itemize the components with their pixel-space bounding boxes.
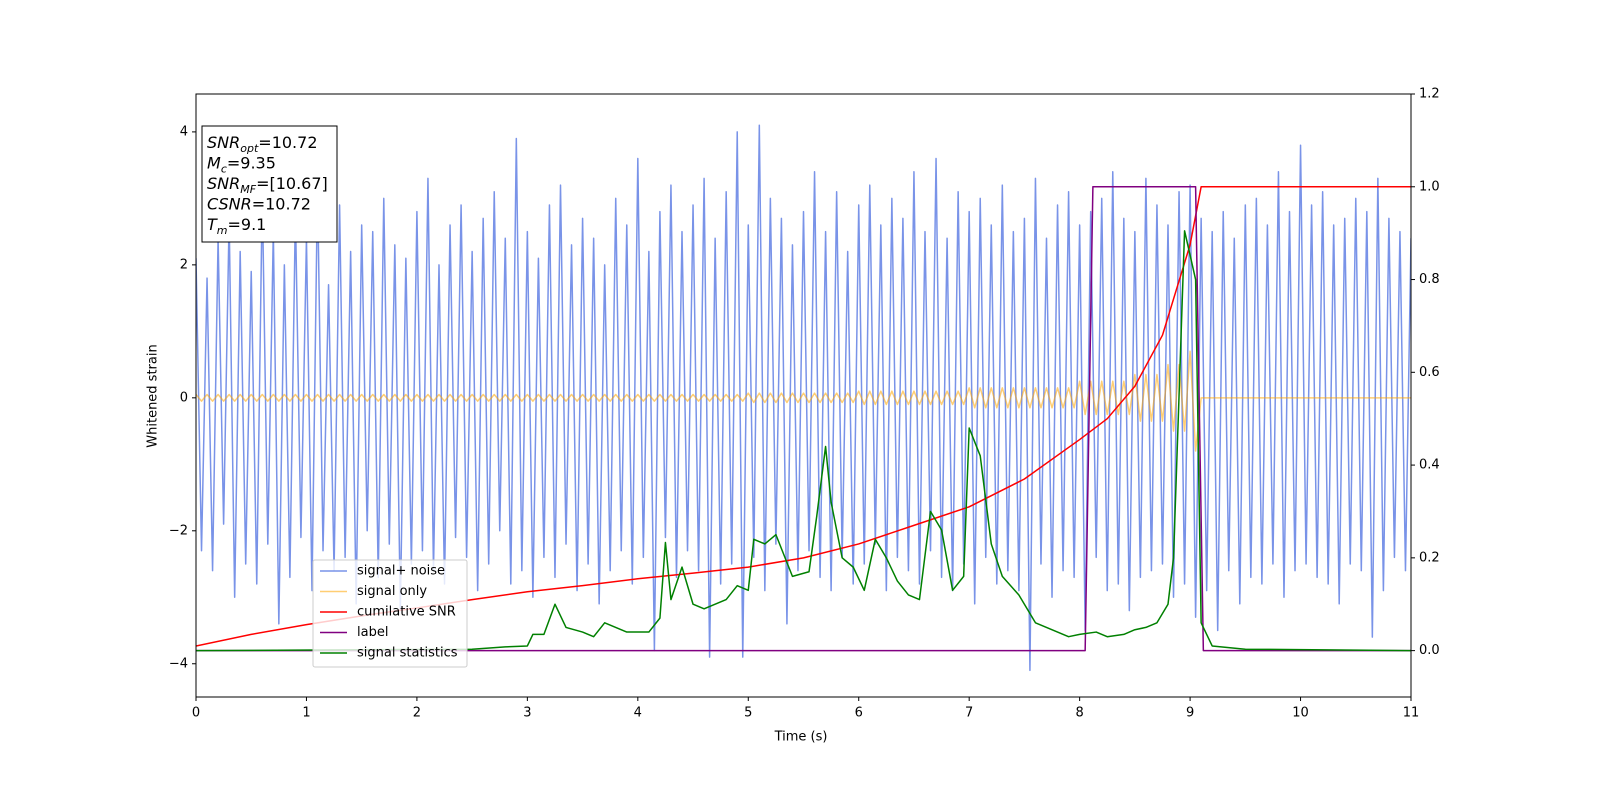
series-line [196, 124, 1411, 672]
y-tick-label: −4 [169, 656, 188, 671]
annotation: SNRMF=[10.67] [207, 174, 328, 196]
y2-tick-label: 0.8 [1419, 272, 1440, 287]
annotation-box [201, 125, 338, 243]
y2-tick-label: 0.2 [1419, 550, 1440, 565]
y-tick-label: 4 [180, 124, 188, 139]
series-line [196, 350, 1411, 452]
annotation-subscript: MF [240, 183, 256, 196]
x-tick-label: 6 [855, 706, 863, 721]
y-tick-label: −2 [169, 523, 188, 538]
annotation-symbol: SNR [207, 174, 240, 193]
annotation-symbol: SNR [207, 133, 240, 152]
annotation-text: =9.35 [227, 154, 276, 173]
series-line [196, 230, 1411, 652]
plot-frame [195, 93, 1412, 698]
y-tick-label: 0 [180, 390, 188, 405]
x-tick-label: 5 [744, 706, 752, 721]
legend-label: signal statistics [357, 646, 458, 661]
x-tick-label: 1 [302, 706, 310, 721]
x-axis-label: Time (s) [774, 730, 828, 745]
annotation-symbol: M [207, 154, 221, 173]
y2-tick-label: 1.2 [1419, 87, 1440, 102]
annotation-subscript: c [221, 163, 227, 176]
legend-label: label [357, 625, 388, 640]
legend-box [312, 559, 468, 668]
annotation: Tm=9.1 [207, 215, 266, 237]
y2-tick-label: 1.0 [1419, 179, 1440, 194]
annotation: CSNR=10.72 [207, 195, 311, 214]
annotation-text: =9.1 [228, 215, 267, 234]
series-line [196, 186, 1411, 652]
x-tick-label: 11 [1403, 706, 1420, 721]
y2-tick-label: 0.4 [1419, 458, 1440, 473]
legend-label: signal only [357, 584, 427, 599]
x-tick-label: 7 [965, 706, 973, 721]
x-tick-label: 10 [1292, 706, 1309, 721]
x-tick-label: 8 [1075, 706, 1083, 721]
legend-label: signal+ noise [357, 564, 445, 579]
y2-tick-label: 0.6 [1419, 365, 1440, 380]
annotation-subscript: m [217, 224, 228, 237]
annotation-symbol: CSNR [207, 195, 252, 214]
annotation-subscript: opt [240, 142, 259, 155]
annotation-text: =[10.67] [256, 174, 328, 193]
y2-tick-label: 0.0 [1419, 643, 1440, 658]
annotation-text: =10.72 [252, 195, 311, 214]
x-tick-label: 4 [634, 706, 642, 721]
annotation-symbol: T [207, 215, 218, 234]
x-tick-label: 0 [192, 706, 200, 721]
legend-label: cumilative SNR [357, 605, 456, 620]
y-tick-label: 2 [180, 257, 188, 272]
annotation: SNRopt=10.72 [207, 133, 318, 155]
x-tick-label: 2 [413, 706, 421, 721]
x-tick-label: 3 [523, 706, 531, 721]
x-tick-label: 9 [1186, 706, 1194, 721]
annotation-text: =10.72 [258, 133, 317, 152]
annotation: Mc=9.35 [207, 154, 276, 176]
y-axis-label: Whitened strain [146, 344, 161, 447]
